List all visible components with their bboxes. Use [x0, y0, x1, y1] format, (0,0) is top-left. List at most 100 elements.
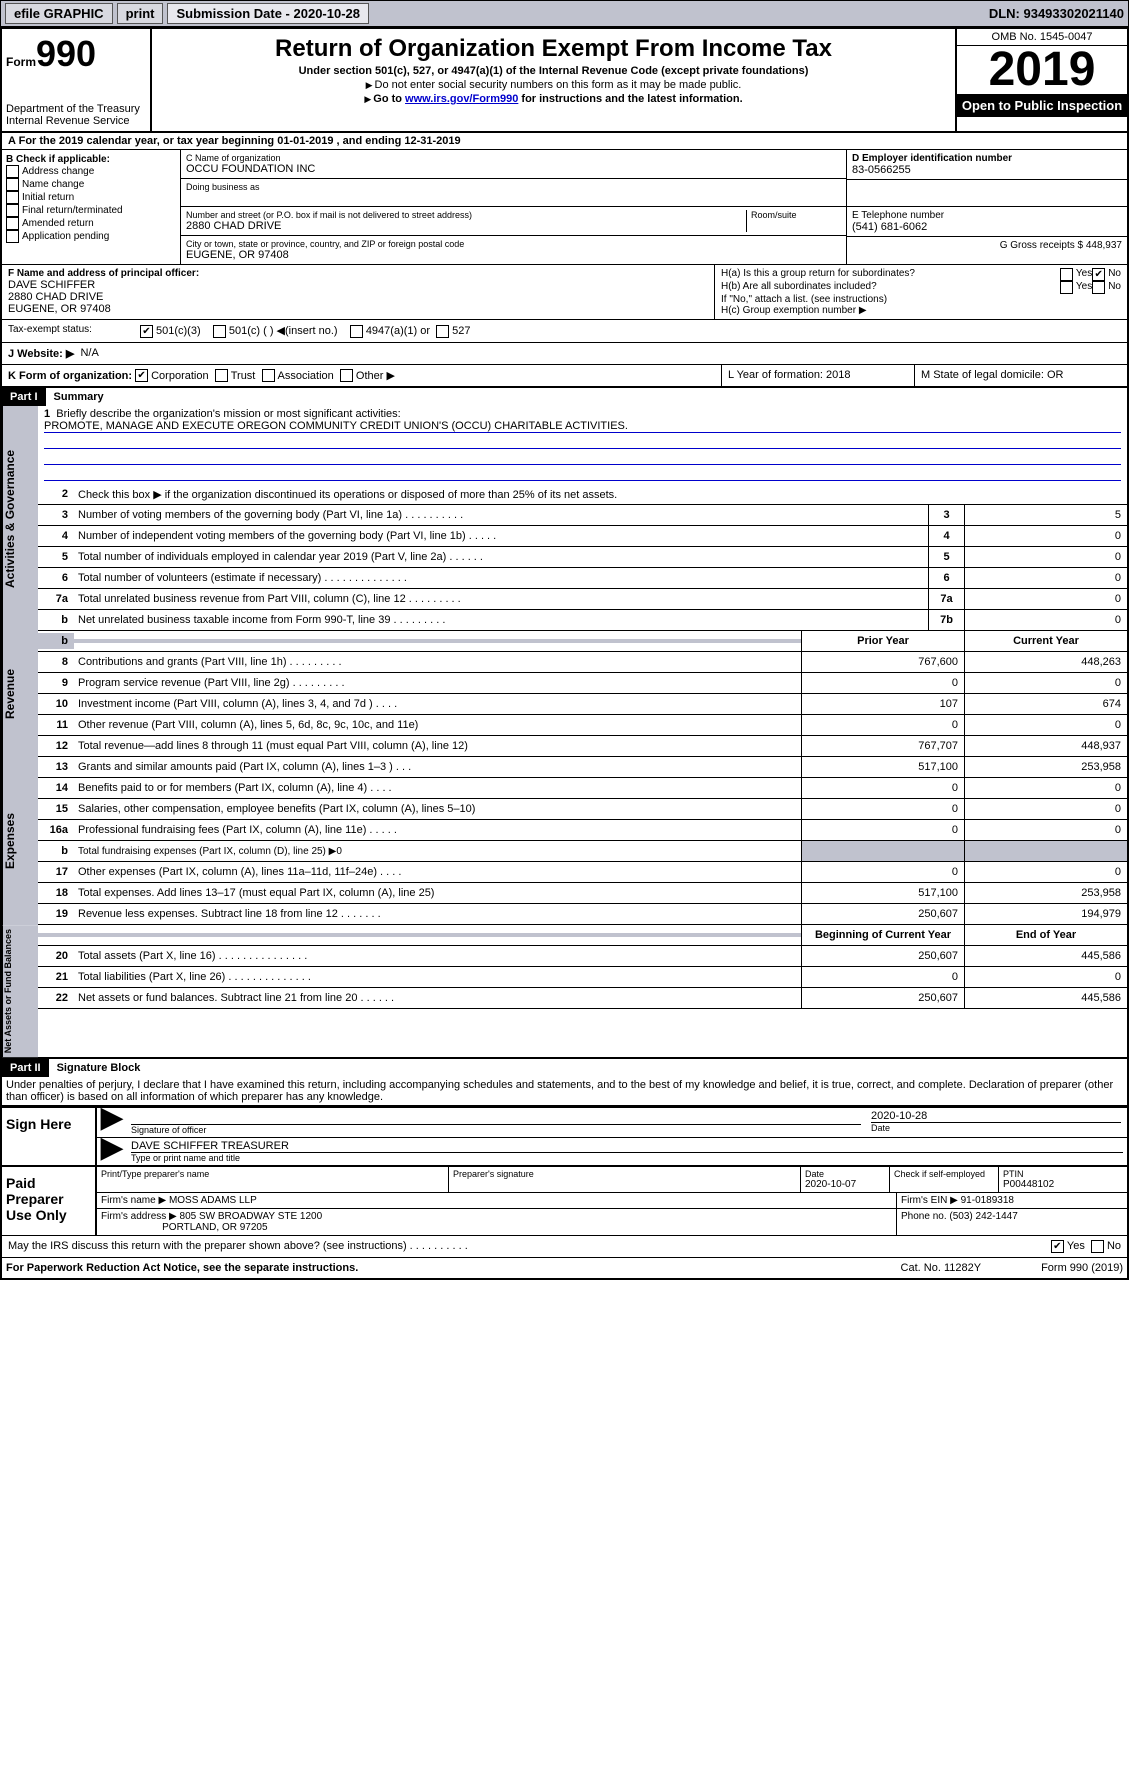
header-sub1: Under section 501(c), 527, or 4947(a)(1)…	[299, 65, 809, 77]
irs-link[interactable]: www.irs.gov/Form990	[405, 93, 518, 105]
netassets-section: Net Assets or Fund Balances Beginning of…	[2, 925, 1127, 1059]
form-header: Form990 Department of the Treasury Inter…	[2, 29, 1127, 133]
chk-assoc[interactable]	[262, 369, 275, 382]
chk-4947[interactable]	[350, 325, 363, 338]
line-text: Program service revenue (Part VIII, line…	[74, 675, 801, 691]
lbl-amended: Amended return	[22, 218, 94, 229]
expenses-section: Expenses 13Grants and similar amounts pa…	[2, 757, 1127, 925]
firm-phone: (503) 242-1447	[949, 1211, 1017, 1222]
sign-here-block: Sign Here ▶Signature of officer2020-10-2…	[2, 1106, 1127, 1165]
chk-amended[interactable]	[6, 217, 19, 230]
lbl-trust: Trust	[231, 370, 256, 382]
perjury-text: Under penalties of perjury, I declare th…	[2, 1077, 1127, 1106]
sig-officer-label: Signature of officer	[131, 1125, 861, 1135]
firm-addr2: PORTLAND, OR 97205	[162, 1222, 267, 1233]
hb-label: H(b) Are all subordinates included?	[721, 281, 1060, 294]
print-button[interactable]: print	[117, 3, 164, 24]
chk-ha-yes[interactable]	[1060, 268, 1073, 281]
firm-name: MOSS ADAMS LLP	[169, 1195, 257, 1206]
chk-527[interactable]	[436, 325, 449, 338]
curr-val: 253,958	[964, 757, 1127, 777]
pra-notice: For Paperwork Reduction Act Notice, see …	[6, 1262, 901, 1274]
lbl-527: 527	[452, 325, 470, 337]
line-text: Total assets (Part X, line 16) . . . . .…	[74, 948, 801, 964]
hb-no: No	[1108, 281, 1121, 294]
chk-hb-yes[interactable]	[1060, 281, 1073, 294]
curr-val: 0	[964, 778, 1127, 798]
paid-prep-label: Paid Preparer Use Only	[2, 1167, 97, 1235]
curr-val: 0	[964, 799, 1127, 819]
prior-val: 0	[801, 715, 964, 735]
date-label: Date	[871, 1123, 1121, 1133]
chk-discuss-no[interactable]	[1091, 1240, 1104, 1253]
prep-date: 2020-10-07	[805, 1179, 885, 1190]
curr-val	[964, 841, 1127, 861]
chk-corp[interactable]: ✔	[135, 369, 148, 382]
chk-pending[interactable]	[6, 230, 19, 243]
discuss-text: May the IRS discuss this return with the…	[8, 1240, 1051, 1253]
curr-val: 448,937	[964, 736, 1127, 756]
line-text: Professional fundraising fees (Part IX, …	[74, 822, 801, 838]
part1-header: Part ISummary	[2, 388, 1127, 406]
line-text: Other revenue (Part VIII, column (A), li…	[74, 717, 801, 733]
print-name-label: Type or print name and title	[131, 1153, 1123, 1163]
curr-val: 445,586	[964, 946, 1127, 966]
prior-year-hdr: Prior Year	[801, 631, 964, 651]
lbl-501c3: 501(c)(3)	[156, 325, 201, 337]
chk-final[interactable]	[6, 204, 19, 217]
prior-val: 517,100	[801, 883, 964, 903]
cat-no: Cat. No. 11282Y	[901, 1262, 982, 1274]
prior-val: 0	[801, 967, 964, 987]
chk-name[interactable]	[6, 178, 19, 191]
firm-addr-label: Firm's address ▶	[101, 1211, 177, 1222]
box-k-label: K Form of organization:	[8, 370, 132, 382]
prior-val	[801, 841, 964, 861]
lbl-corp: Corporation	[151, 370, 208, 382]
officer-addr: 2880 CHAD DRIVE	[8, 291, 708, 303]
box-i-label: Tax-exempt status:	[2, 320, 134, 342]
website: N/A	[80, 347, 98, 360]
l5-val: 0	[965, 547, 1127, 567]
chk-501c3[interactable]: ✔	[140, 325, 153, 338]
prior-val: 0	[801, 778, 964, 798]
line-text: Investment income (Part VIII, column (A)…	[74, 696, 801, 712]
officer-city: EUGENE, OR 97408	[8, 303, 708, 315]
chk-initial[interactable]	[6, 191, 19, 204]
hb-yes: Yes	[1076, 281, 1092, 294]
officer-name: DAVE SCHIFFER	[8, 279, 708, 291]
chk-discuss-yes[interactable]: ✔	[1051, 1240, 1064, 1253]
chk-hb-no[interactable]	[1092, 281, 1105, 294]
part2-title: Signature Block	[49, 1059, 149, 1077]
ptin-label: PTIN	[1003, 1169, 1123, 1179]
section-klm: K Form of organization: ✔Corporation Tru…	[2, 365, 1127, 389]
lbl-final: Final return/terminated	[22, 205, 123, 216]
curr-val: 448,263	[964, 652, 1127, 672]
org-name: OCCU FOUNDATION INC	[186, 163, 841, 175]
tax-year: 2019	[957, 46, 1127, 94]
curr-val: 253,958	[964, 883, 1127, 903]
line-text: Grants and similar amounts paid (Part IX…	[74, 759, 801, 775]
box-d-label: D Employer identification number	[852, 153, 1122, 164]
section-b-to-m: B Check if applicable: Address change Na…	[2, 150, 1127, 264]
l7b-val: 0	[965, 610, 1127, 630]
chk-501c[interactable]	[213, 325, 226, 338]
curr-val: 674	[964, 694, 1127, 714]
sign-date: 2020-10-28	[871, 1110, 1121, 1123]
dba-label: Doing business as	[181, 179, 846, 207]
firm-ein-label: Firm's EIN ▶	[901, 1195, 958, 1206]
box-j-label: J Website: ▶	[8, 347, 74, 360]
section-f-h: F Name and address of principal officer:…	[2, 264, 1127, 320]
vlabel-expenses: Expenses	[2, 757, 38, 925]
box-c-label: C Name of organization	[186, 153, 841, 163]
chk-address[interactable]	[6, 165, 19, 178]
box-f-label: F Name and address of principal officer:	[8, 268, 199, 279]
chk-other[interactable]	[340, 369, 353, 382]
chk-trust[interactable]	[215, 369, 228, 382]
curr-val: 194,979	[964, 904, 1127, 924]
arrow-icon: ▶	[97, 1138, 127, 1165]
efile-button[interactable]: efile GRAPHIC	[5, 3, 113, 24]
l6-text: Total number of volunteers (estimate if …	[74, 570, 928, 586]
officer-print-name: DAVE SCHIFFER TREASURER	[131, 1140, 1123, 1153]
chk-ha-no[interactable]: ✔	[1092, 268, 1105, 281]
prior-val: 107	[801, 694, 964, 714]
